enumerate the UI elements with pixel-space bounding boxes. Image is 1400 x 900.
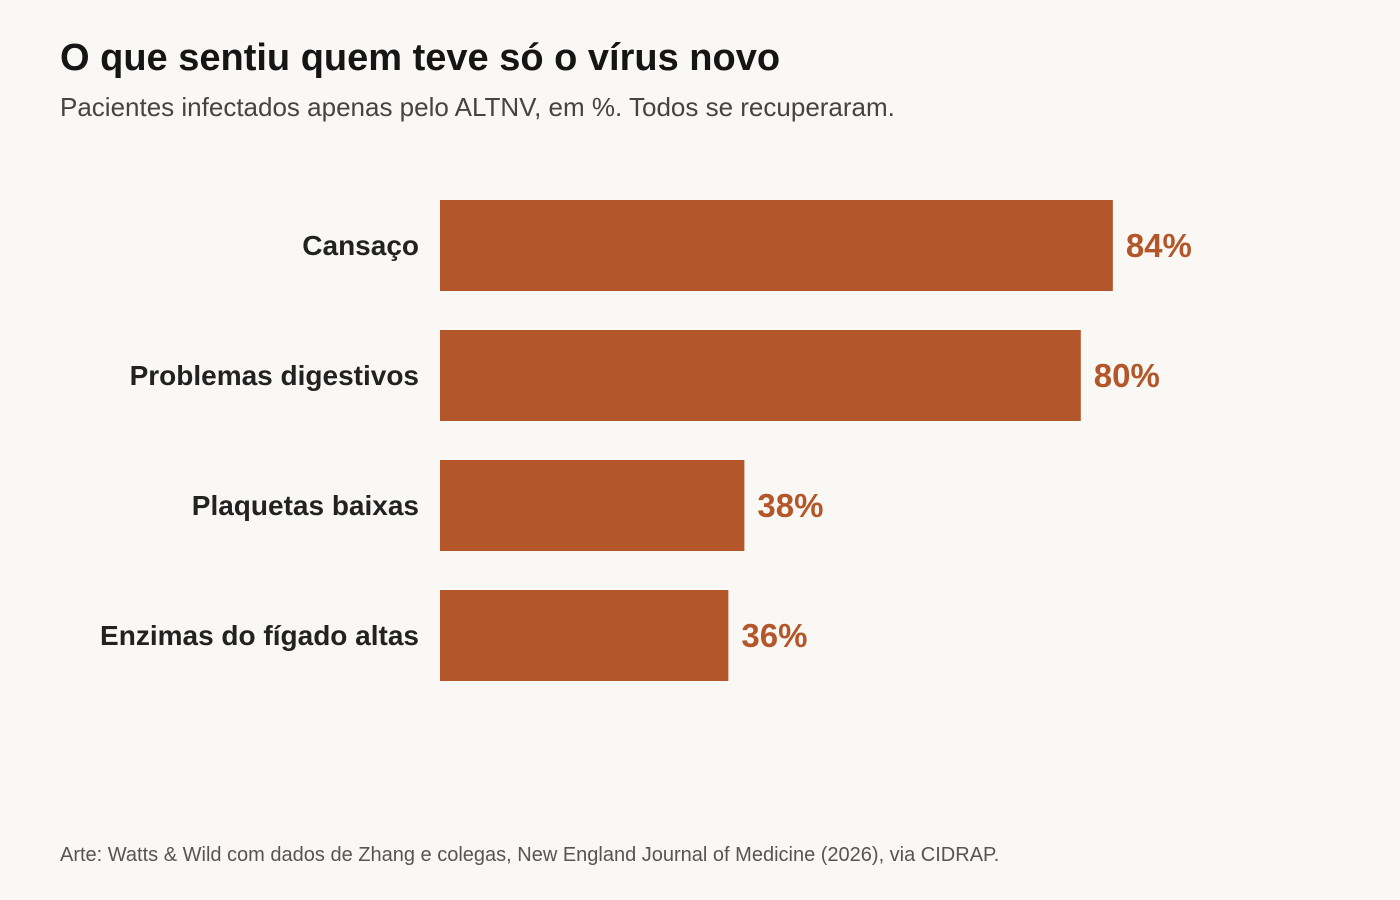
value-label: 80% — [1094, 357, 1160, 394]
category-label: Problemas digestivos — [130, 360, 419, 391]
bar — [440, 590, 729, 681]
chart-subtitle: Pacientes infectados apenas pelo ALTNV, … — [60, 92, 895, 122]
chart-title: O que sentiu quem teve só o vírus novo — [60, 37, 781, 79]
bar — [440, 330, 1081, 421]
category-label: Enzimas do fígado altas — [100, 620, 419, 651]
value-label: 38% — [757, 487, 823, 524]
category-label: Cansaço — [302, 230, 419, 261]
bar — [440, 460, 745, 551]
source-note: Arte: Watts & Wild com dados de Zhang e … — [60, 844, 1000, 866]
category-label: Plaquetas baixas — [192, 490, 419, 521]
value-label: 36% — [741, 617, 807, 654]
value-label: 84% — [1126, 227, 1192, 264]
bar — [440, 200, 1113, 291]
